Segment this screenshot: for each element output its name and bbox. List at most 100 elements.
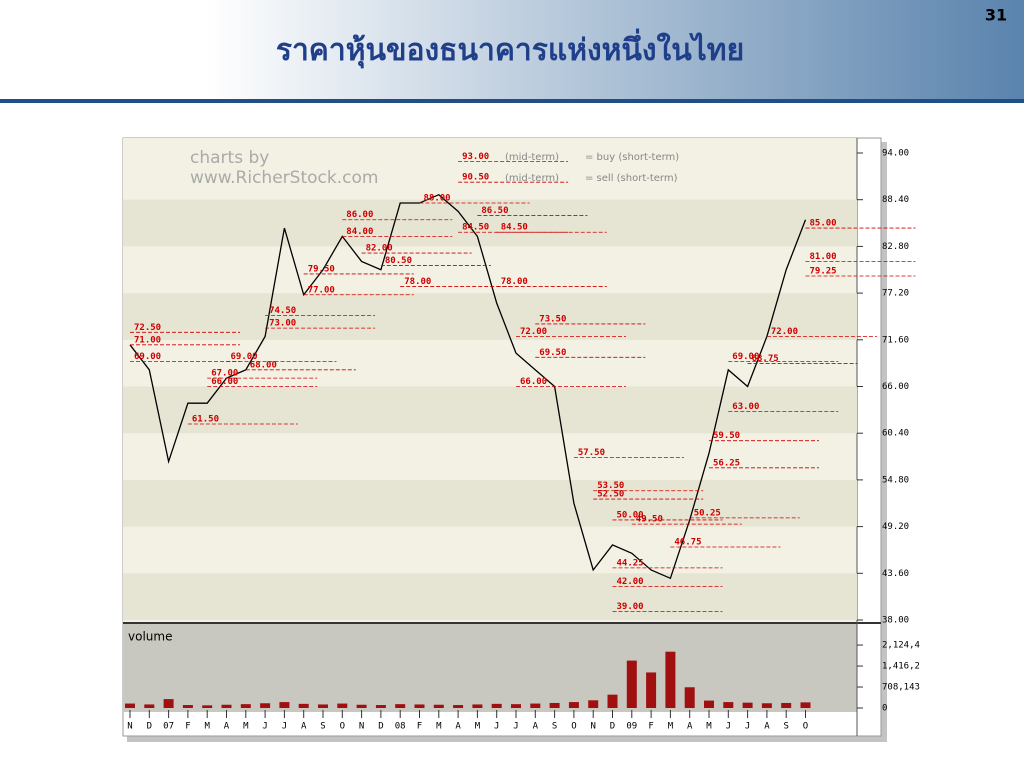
volume-bar (646, 672, 657, 708)
volume-bar (144, 704, 155, 708)
volume-bar (742, 702, 753, 708)
y-tick-label: 54.80 (882, 475, 909, 485)
x-tick-label: M (243, 722, 249, 732)
x-tick-label: N (590, 722, 595, 732)
annotation-label: 86.00 (346, 210, 373, 220)
annotation-label: 39.00 (617, 602, 644, 612)
annotation-label: 57.50 (578, 448, 605, 458)
annotation-label: 84.50 (501, 223, 528, 233)
x-tick-label: O (571, 722, 576, 732)
volume-bar (202, 705, 213, 708)
y-tick-label: 38.00 (882, 616, 909, 626)
annotation-label: 69.00 (732, 352, 759, 362)
volume-panel (123, 624, 857, 712)
x-tick-label: A (533, 722, 539, 732)
x-tick-label: N (359, 722, 364, 732)
volume-bar (800, 702, 811, 708)
legend-text: = sell (short-term) (585, 173, 678, 184)
x-tick-label: S (552, 722, 557, 732)
volume-bar (511, 704, 521, 708)
annotation-label: 73.00 (269, 319, 296, 329)
volume-bar (626, 660, 637, 708)
volume-title: volume (128, 630, 172, 644)
annotation-label: 72.00 (771, 327, 798, 337)
annotation-label: 72.00 (520, 327, 547, 337)
volume-bar (491, 703, 502, 708)
volume-bar (684, 687, 695, 708)
slide-title: ราคาหุ้นของธนาคารแห่งหนึ่งในไทย (276, 28, 744, 69)
volume-bar (781, 702, 792, 708)
watermark: charts by (190, 148, 269, 168)
volume-bar (318, 704, 328, 708)
annotation-label: 61.50 (192, 415, 219, 425)
x-tick-label: 09 (626, 722, 637, 732)
annotation-label: 66.00 (211, 377, 238, 387)
band (123, 199, 857, 247)
x-tick-label: F (648, 722, 653, 732)
annotation-label: 85.00 (810, 219, 837, 229)
x-tick-label: A (687, 722, 693, 732)
x-tick-label: A (764, 722, 770, 732)
x-tick-label: J (513, 722, 518, 732)
annotation-label: 69.50 (539, 348, 566, 358)
x-tick-label: F (185, 722, 190, 732)
band (123, 293, 857, 340)
x-tick-label: N (127, 722, 132, 732)
volume-bar (221, 704, 232, 708)
volume-bar (298, 703, 309, 708)
volume-bar (125, 703, 135, 708)
y-tick-label: 82.80 (882, 242, 909, 252)
y-tick-label: 2,124,4 (882, 641, 920, 651)
price-line (129, 193, 807, 580)
annotation-label: 71.00 (134, 335, 161, 345)
annotation-label: 86.50 (481, 206, 508, 216)
annotation-label: 68.75 (752, 354, 779, 364)
band (123, 573, 857, 620)
volume-bar (588, 700, 599, 708)
y-tick-label: 71.60 (882, 335, 909, 345)
annotation-label: 69.00 (134, 352, 161, 362)
x-tick-label: J (282, 722, 287, 732)
y-tick-label: 66.00 (882, 382, 909, 392)
annotation-label: 78.00 (501, 277, 528, 287)
annotation-label: 50.25 (694, 508, 721, 518)
annotation-label: 50.00 (617, 510, 644, 520)
x-tick-label: J (745, 722, 750, 732)
band (123, 386, 857, 434)
x-tick-label: A (224, 722, 230, 732)
bands (123, 199, 857, 620)
annotation-label: 82.00 (366, 244, 393, 254)
annotation-label: 42.00 (617, 577, 644, 587)
y-tick-label: 77.20 (882, 289, 909, 299)
x-tick-label: J (262, 722, 267, 732)
x-tick-label: M (436, 722, 442, 732)
x-tick-label: F (417, 722, 422, 732)
volume-bar (665, 651, 676, 708)
annotation-label: 90.50 (462, 173, 489, 183)
annotation-label: 46.75 (674, 538, 701, 548)
annotation-label: 72.50 (134, 323, 161, 333)
annotation-label: 56.25 (713, 458, 740, 468)
volume-bar (279, 702, 290, 708)
volume-bar (240, 704, 251, 708)
volume-bar (260, 703, 271, 708)
volume-bar (453, 705, 464, 708)
y-tick-label: 708,143 (882, 683, 920, 693)
annotation-label: 67.00 (211, 369, 238, 379)
x-tick-label: J (726, 722, 731, 732)
legend-text: = buy (short-term) (585, 152, 679, 163)
volume-bar (414, 704, 425, 708)
band (123, 479, 857, 527)
legend-text: (mid-term) (505, 152, 559, 163)
x-tick-label: A (455, 722, 461, 732)
volume-bar (761, 703, 772, 708)
x-tick-label: 07 (163, 722, 174, 732)
volume-bar (607, 694, 618, 708)
volume-bar (472, 704, 483, 708)
volume-bar (395, 704, 406, 708)
annotation-label: 66.00 (520, 377, 547, 387)
x-tick-label: M (475, 722, 481, 732)
volume-bar (433, 704, 444, 708)
